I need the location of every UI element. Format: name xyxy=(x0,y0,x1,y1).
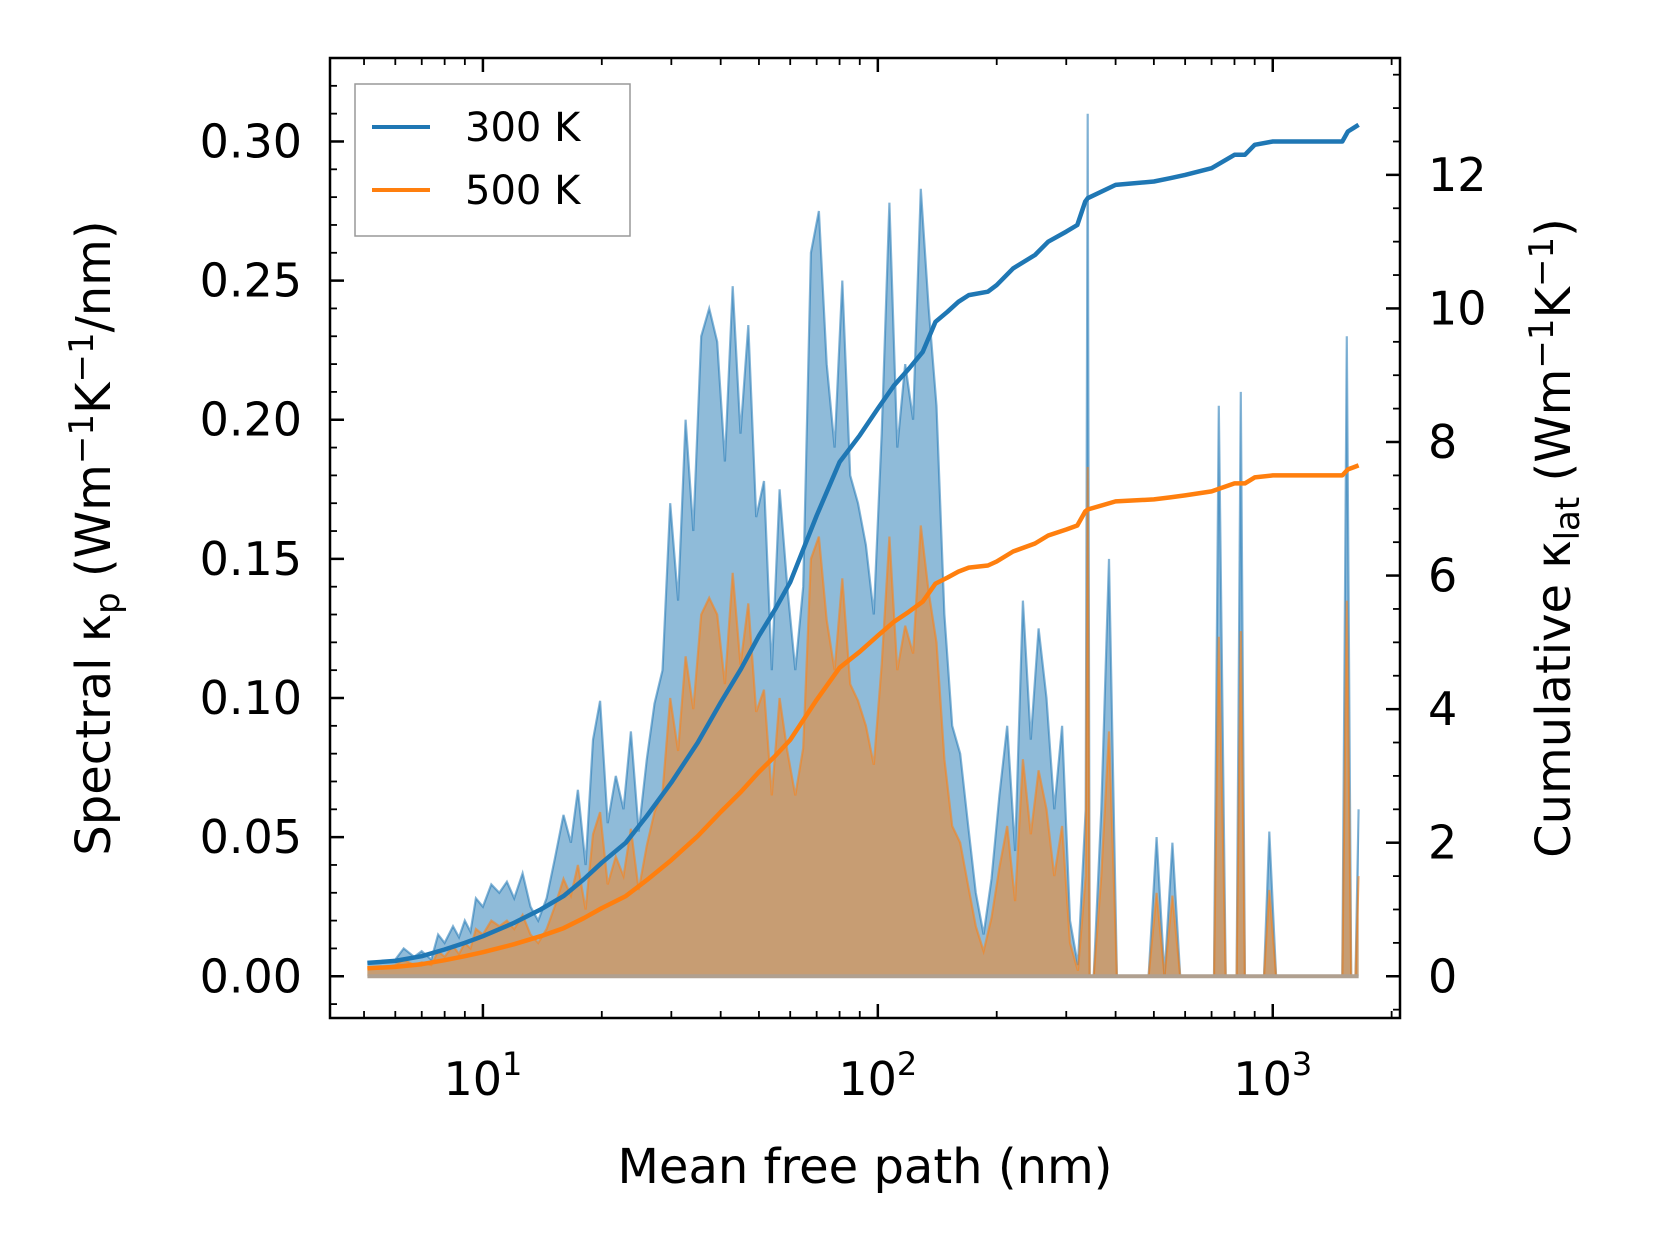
y-axis-left-label: Spectral κp (Wm−1K−1/nm) xyxy=(62,220,128,855)
legend-label-500k: 500 K xyxy=(465,168,582,214)
y-left-tick-label: 0.20 xyxy=(200,393,302,447)
y-left-tick-label: 0.05 xyxy=(200,810,302,864)
x-tick-label: 101 xyxy=(443,1045,522,1106)
y-right-tick-label: 6 xyxy=(1428,549,1457,603)
y-left-tick-label: 0.00 xyxy=(200,949,302,1003)
spectral-fills xyxy=(367,113,1360,979)
y-right-tick-label: 4 xyxy=(1428,682,1457,736)
cumulative-line-500k xyxy=(367,463,1360,971)
y-left-tick-label: 0.10 xyxy=(200,671,302,725)
y-axis-right-label: Cumulative κlat (Wm−1K−1) xyxy=(1522,218,1588,858)
spectral-fill-500k xyxy=(367,467,1359,977)
legend-box xyxy=(354,83,631,237)
y-right-tick-label: 10 xyxy=(1428,281,1487,335)
cumulative-line-300k xyxy=(367,122,1360,966)
y-right-tick-label: 2 xyxy=(1428,816,1457,870)
y-right-tick-label: 12 xyxy=(1428,148,1487,202)
legend: 300 K 500 K xyxy=(354,83,631,237)
y-right-tick-label: 8 xyxy=(1428,415,1457,469)
x-tick-label: 103 xyxy=(1233,1045,1312,1106)
x-axis-label: Mean free path (nm) xyxy=(618,1139,1113,1195)
y-left-tick-label: 0.15 xyxy=(200,532,302,586)
legend-label-300k: 300 K xyxy=(465,105,582,151)
x-tick-label: 102 xyxy=(838,1045,917,1106)
plot-frame xyxy=(328,56,1402,1020)
y-right-tick-label: 0 xyxy=(1428,949,1457,1003)
series-lines xyxy=(367,122,1360,971)
y-left-tick-label: 0.25 xyxy=(200,254,302,308)
y-left-tick-label: 0.30 xyxy=(200,114,302,168)
axis-ticks: 101 102 103 0.00 0.05 0.10 0.15 0.20 0.25 0.30 0 2 4… xyxy=(200,58,1487,1106)
